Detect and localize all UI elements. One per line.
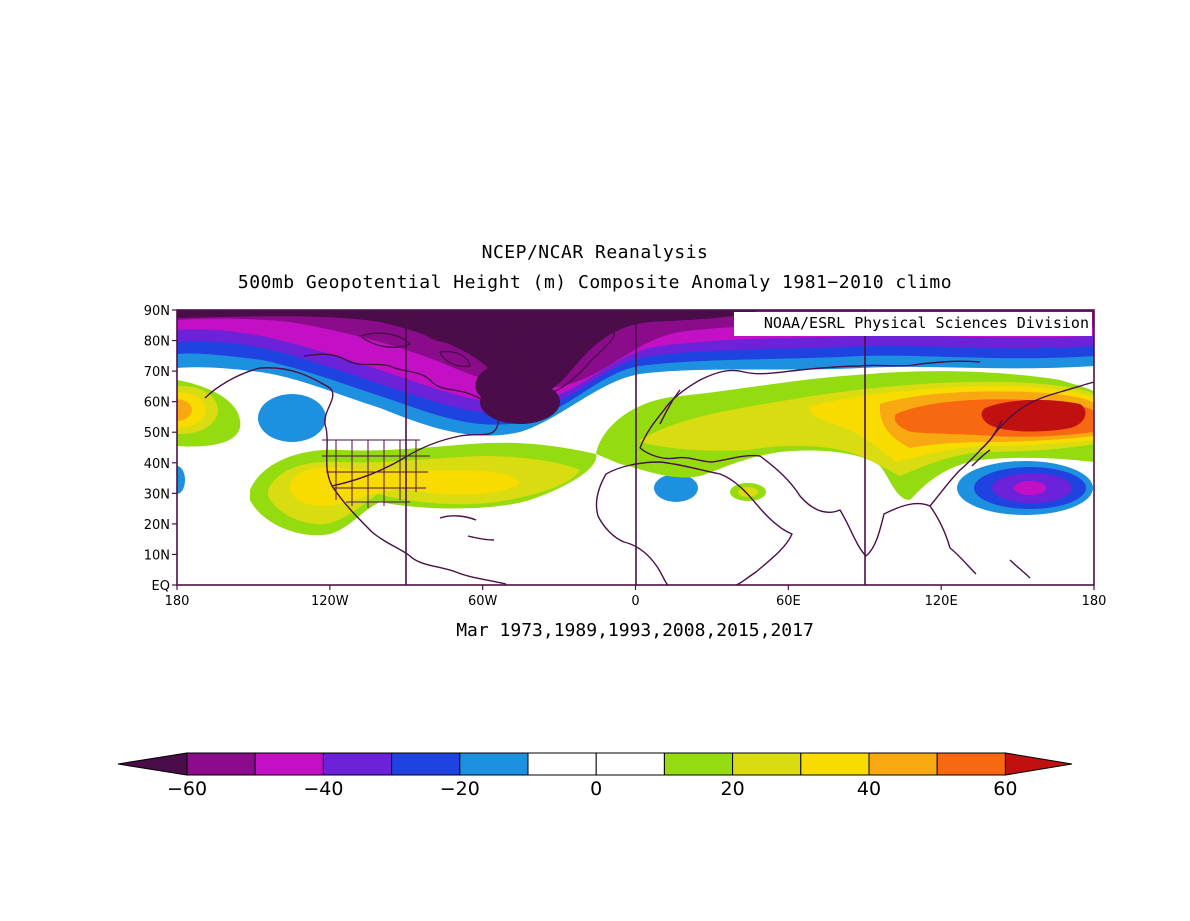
colorbar-label: −20 bbox=[440, 778, 480, 800]
map-subtitle: 500mb Geopotential Height (m) Composite … bbox=[237, 272, 953, 293]
colorbar-label: 0 bbox=[590, 778, 602, 800]
colorbar-label: 60 bbox=[993, 778, 1017, 800]
colorbar-bin bbox=[391, 752, 461, 776]
meridian-lines bbox=[405, 310, 866, 585]
colorbar-bin bbox=[936, 752, 1006, 776]
lat-label: 70N bbox=[144, 365, 170, 380]
lon-label: 180 bbox=[165, 594, 190, 609]
lat-label: EQ bbox=[152, 579, 170, 594]
colorbar: −60 −40 −20 0 20 40 60 bbox=[117, 752, 1073, 800]
lon-label: 120E bbox=[925, 594, 958, 609]
colorbar-bin bbox=[868, 752, 938, 776]
colorbar-label: 40 bbox=[857, 778, 881, 800]
colorbar-bin bbox=[527, 752, 597, 776]
longitude-axis: 180 120W 60W 0 60E 120E 180 bbox=[165, 585, 1107, 609]
lat-label: 90N bbox=[144, 304, 170, 319]
latitude-axis: 90N 80N 70N 60N 50N 40N 30N 20N 10N EQ bbox=[144, 304, 177, 594]
colorbar-bin bbox=[322, 752, 393, 776]
lat-label: 10N bbox=[144, 548, 170, 563]
colorbar-bin bbox=[732, 752, 802, 776]
credit-box bbox=[734, 312, 1092, 336]
us-state-boundaries bbox=[322, 439, 430, 508]
lon-label: 60W bbox=[468, 594, 498, 609]
composite-years-label: Mar 1973,1989,1993,2008,2015,2017 bbox=[456, 620, 814, 641]
coastlines bbox=[204, 321, 1094, 585]
colorbar-bin bbox=[595, 752, 665, 776]
lat-label: 40N bbox=[144, 457, 170, 472]
lat-label: 30N bbox=[144, 487, 170, 502]
lon-label: 0 bbox=[631, 594, 639, 609]
colorbar-label: −40 bbox=[303, 778, 343, 800]
colorbar-bin bbox=[459, 752, 529, 776]
colorbar-label: 20 bbox=[721, 778, 745, 800]
lat-label: 50N bbox=[144, 426, 170, 441]
colorbar-bin bbox=[800, 752, 870, 776]
colorbar-bin bbox=[663, 752, 734, 776]
map-title: NCEP/NCAR Reanalysis bbox=[481, 242, 709, 263]
colorbar-max-arrow bbox=[1004, 752, 1073, 776]
lat-label: 20N bbox=[144, 518, 170, 533]
colorbar-bin bbox=[186, 752, 256, 776]
colorbar-bin bbox=[254, 752, 324, 776]
colorbar-label: −60 bbox=[167, 778, 207, 800]
lon-label: 60E bbox=[776, 594, 801, 609]
lon-label: 180 bbox=[1082, 594, 1107, 609]
lat-label: 80N bbox=[144, 335, 170, 350]
credit-label: NOAA/ESRL Physical Sciences Division bbox=[764, 314, 1089, 332]
lon-label: 120W bbox=[311, 594, 349, 609]
colorbar-min-arrow bbox=[117, 752, 188, 776]
lat-label: 60N bbox=[144, 396, 170, 411]
